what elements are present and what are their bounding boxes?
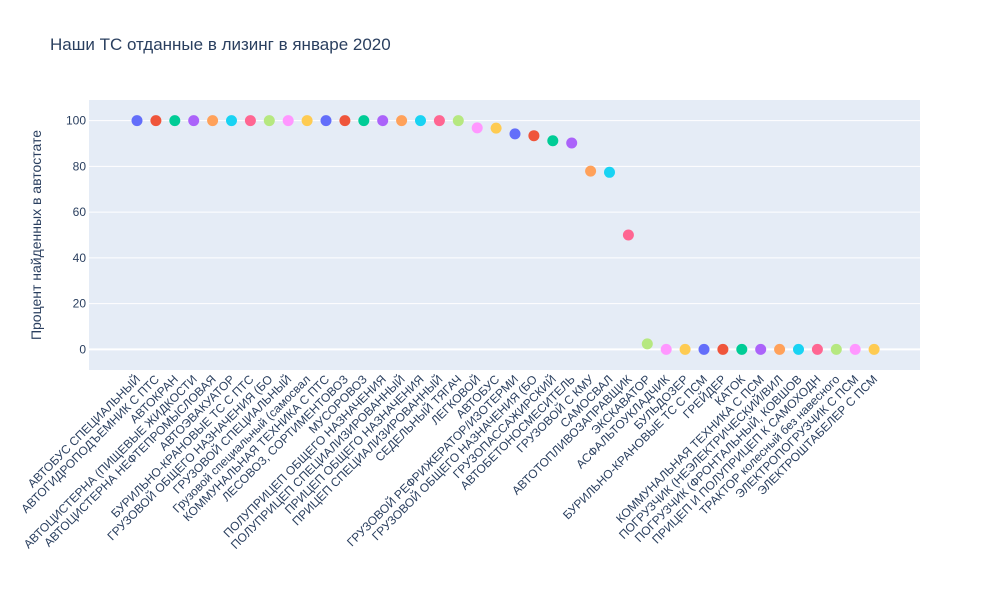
y-tick-label: 60 [73, 205, 87, 219]
data-points[interactable]: АВТОБУС СПЕЦИАЛЬНЫЙ: 100 АВТОГИДРОПОДЪЕМН… [131, 115, 880, 355]
data-point[interactable]: ГРУЗОВОЙ ОБЩЕГО НАЗНАЧЕНИЯ (БО: 100 [263, 115, 275, 127]
data-point[interactable]: ПРИЦЕП И ПОЛУПРИЦЕП К САМОХОДН: 0 [811, 343, 823, 355]
data-point[interactable]: БУРИЛЬНО-КРАНОВЫЕ ТС С ПСМ: 0 [698, 343, 710, 355]
data-point[interactable]: Грузовой специальный (самосвал: 100 [301, 115, 313, 127]
data-point[interactable]: АВТОКРАН: 100 [169, 115, 181, 127]
data-point[interactable]: ГРУЗОВОЙ ОБЩЕГО НАЗНАЧЕНИЯ (БО: 93.4 [528, 130, 540, 142]
data-point[interactable]: ЛЕСОВОЗ, СОРТИМЕНТОВОЗ: 100 [339, 115, 351, 127]
data-point[interactable]: АСФАЛЬТОУКЛАДЧИК: 0 [660, 343, 672, 355]
data-point[interactable]: АВТОЦИСТЕРНА (ПИЩЕВЫЕ ЖИДКОСТИ: 100 [188, 115, 200, 127]
data-point[interactable]: АВТОЭВАКУАТОР: 100 [226, 115, 237, 127]
data-point[interactable]: ПОГРУЗЧИК (ФРОНТАЛЬНЫЙ, КОВШОВ: 0 [793, 343, 804, 355]
data-point[interactable]: КОММУНАЛЬНАЯ ТЕХНИКА С ПСМ: 0 [755, 343, 767, 355]
data-point[interactable]: ЭЛЕКТРОШТАБЕЛЕР С ПСМ: 0 [868, 343, 880, 355]
data-point[interactable]: ГРЕЙДЕР: 0 [717, 343, 729, 355]
data-point[interactable]: АВТОЦИСТЕРНА НЕФТЕПРОМЫСЛОВАЯ: 100 [207, 115, 219, 127]
data-point[interactable]: ПРИЦЕП ОБЩЕГО НАЗНАЧЕНИЯ: 100 [415, 115, 426, 127]
data-point[interactable]: ПОЛУПРИЦЕП ОБЩЕГО НАЗНАЧЕНИЯ: 100 [377, 115, 389, 127]
data-point[interactable]: ПОГРУЗЧИК (НЕЭЛЕКТРИЧЕСКИЙ/ВИЛ: 0 [774, 343, 786, 355]
chart-title: Наши ТС отданные в лизинг в январе 2020 [50, 35, 391, 54]
data-point[interactable]: АВТОТОПЛИВОЗАПРАВЩИК: 50 [622, 229, 634, 241]
y-axis-title: Процент найденных в автостате [28, 130, 44, 340]
data-point[interactable]: ЭЛЕКТРОПОГРУЗЧИК С ПСМ: 0 [849, 343, 861, 355]
y-tick-label: 20 [73, 297, 87, 311]
data-point[interactable]: САМОСВАЛ: 77.4 [604, 166, 615, 178]
data-point[interactable]: ЭКСКАВАТОР: 2.4 [641, 338, 653, 350]
data-point[interactable]: ПОЛУПРИЦЕП СПЕЦИАЛИЗИРОВАННЫЙ: 100 [396, 115, 408, 127]
data-point[interactable]: ЛЕГКОВОЙ: 96.8 [471, 122, 483, 134]
plot-area [89, 100, 920, 370]
data-point[interactable]: АВТОБЕТОНОСМЕСИТЕЛЬ: 90.2 [566, 137, 578, 149]
data-point[interactable]: ПРИЦЕП СПЕЦИАЛИЗИРОВАННЫЙ: 100 [433, 115, 445, 127]
data-point[interactable]: СЕДЕЛЬНЫЙ ТЯГАЧ: 100 [452, 115, 464, 127]
data-point[interactable]: АВТОБУС: 96.7 [490, 122, 502, 134]
y-tick-label: 80 [73, 159, 87, 173]
y-tick-labels: 0 20 40 60 80 100 [66, 114, 86, 357]
y-tick-label: 40 [73, 251, 87, 265]
data-point[interactable]: ГРУЗОВОЙ С КМУ: 77.9 [585, 165, 597, 177]
y-tick-label: 100 [66, 114, 86, 128]
data-point[interactable]: БУРИЛЬНО-КРАНОВЫЕ ТС С ПТС: 100 [244, 115, 256, 127]
data-point[interactable]: КОММУНАЛЬНАЯ ТЕХНИКА С ПТС: 100 [320, 115, 332, 127]
data-point[interactable]: ТРАКТОР колесный без навесного: 0 [830, 343, 842, 355]
data-point[interactable]: КАТОК: 0 [736, 343, 748, 355]
y-tick-label: 0 [79, 342, 86, 356]
data-point[interactable]: БУЛЬДОЗЕР: 0 [679, 343, 691, 355]
data-point[interactable]: АВТОГИДРОПОДЪЕМНИК С ПТС: 100 [150, 115, 162, 127]
data-point[interactable]: ГРУЗОПАССАЖИРСКИЙ: 91.2 [547, 135, 559, 147]
data-point[interactable]: ГРУЗОВОЙ РЕФРИЖЕРАТОР/ИЗОТЕРМИ: 94.2 [509, 128, 521, 140]
data-point[interactable]: ГРУЗОВОЙ СПЕЦИАЛЬНЫЙ: 100 [282, 115, 294, 127]
data-point[interactable]: МУСОРОВОЗ: 100 [358, 115, 370, 127]
data-point[interactable]: АВТОБУС СПЕЦИАЛЬНЫЙ: 100 [131, 115, 143, 127]
